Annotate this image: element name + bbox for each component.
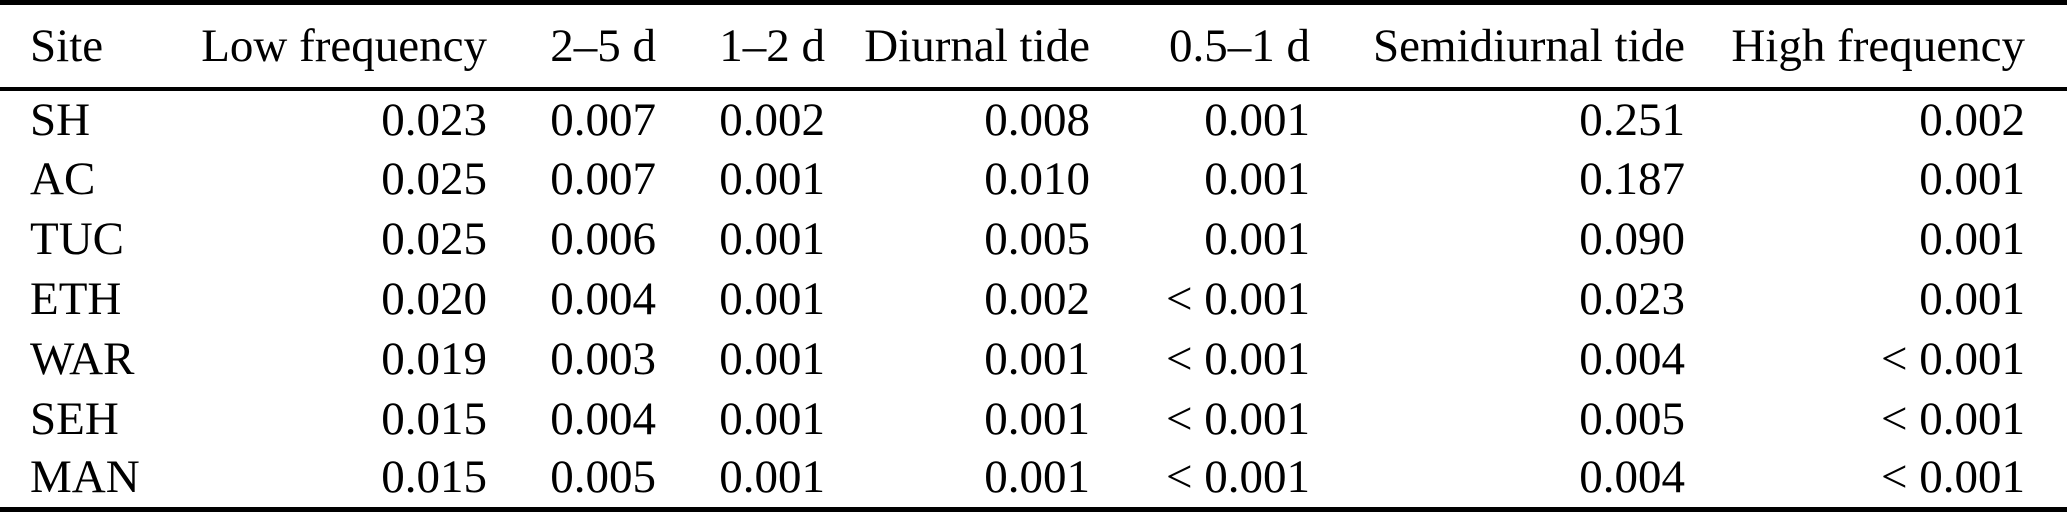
table-row-ac: AC 0.025 0.007 0.001 0.010 0.001 0.187 0… [0, 149, 2067, 209]
cell-semidiurnal-tide: 0.187 [1579, 152, 1685, 205]
cell-0-5-1d: < 0.001 [1165, 451, 1310, 504]
cell-low-frequency: 0.025 [381, 152, 487, 205]
header-row: Site Low frequency 2–5 d 1–2 d Diurnal t… [0, 2, 2067, 91]
cell-site: SH [30, 93, 91, 146]
column-header-high-frequency: High frequency [1685, 2, 2067, 91]
cell-1-2d: 0.001 [719, 212, 825, 265]
column-header-diurnal-tide: Diurnal tide [825, 2, 1090, 91]
cell-low-frequency: 0.023 [381, 93, 487, 146]
cell-diurnal-tide: 0.008 [984, 93, 1090, 146]
cell-high-frequency: < 0.001 [1880, 392, 2025, 445]
cell-low-frequency: 0.020 [381, 272, 487, 325]
cell-high-frequency: 0.001 [1919, 152, 2025, 205]
cell-1-2d: 0.001 [719, 152, 825, 205]
cell-1-2d: 0.001 [719, 392, 825, 445]
column-header-2-5d: 2–5 d [487, 2, 656, 91]
cell-0-5-1d: < 0.001 [1165, 392, 1310, 445]
cell-0-5-1d: < 0.001 [1165, 332, 1310, 385]
cell-0-5-1d: 0.001 [1204, 152, 1310, 205]
cell-low-frequency: 0.025 [381, 212, 487, 265]
cell-site: SEH [30, 392, 119, 445]
column-header-site: Site [0, 2, 170, 91]
cell-semidiurnal-tide: 0.004 [1579, 332, 1685, 385]
cell-high-frequency: 0.002 [1919, 93, 2025, 146]
table-row-man: MAN 0.015 0.005 0.001 0.001 < 0.001 0.00… [0, 449, 2067, 509]
column-header-1-2d: 1–2 d [656, 2, 825, 91]
cell-diurnal-tide: 0.010 [984, 152, 1090, 205]
cell-diurnal-tide: 0.002 [984, 272, 1090, 325]
column-header-low-frequency: Low frequency [170, 2, 487, 91]
cell-semidiurnal-tide: 0.023 [1579, 272, 1685, 325]
table-row-sh: SH 0.023 0.007 0.002 0.008 0.001 0.251 0… [0, 89, 2067, 149]
cell-site: TUC [30, 212, 124, 265]
cell-site: WAR [30, 332, 135, 385]
cell-2-5d: 0.003 [550, 332, 656, 385]
cell-site: MAN [30, 451, 140, 504]
cell-2-5d: 0.007 [550, 93, 656, 146]
cell-low-frequency: 0.015 [381, 392, 487, 445]
cell-0-5-1d: 0.001 [1204, 212, 1310, 265]
cell-1-2d: 0.002 [719, 93, 825, 146]
column-header-0-5-1d: 0.5–1 d [1090, 2, 1310, 91]
cell-1-2d: 0.001 [719, 451, 825, 504]
cell-semidiurnal-tide: 0.090 [1579, 212, 1685, 265]
cell-high-frequency: < 0.001 [1880, 332, 2025, 385]
cell-diurnal-tide: 0.001 [984, 392, 1090, 445]
cell-2-5d: 0.005 [550, 451, 656, 504]
table-row-war: WAR 0.019 0.003 0.001 0.001 < 0.001 0.00… [0, 329, 2067, 389]
cell-diurnal-tide: 0.005 [984, 212, 1090, 265]
cell-1-2d: 0.001 [719, 272, 825, 325]
table-row-tuc: TUC 0.025 0.006 0.001 0.005 0.001 0.090 … [0, 209, 2067, 269]
cell-site: AC [30, 152, 96, 205]
cell-site: ETH [30, 272, 122, 325]
cell-high-frequency: 0.001 [1919, 272, 2025, 325]
cell-diurnal-tide: 0.001 [984, 451, 1090, 504]
table-row-eth: ETH 0.020 0.004 0.001 0.002 < 0.001 0.02… [0, 269, 2067, 329]
cell-low-frequency: 0.015 [381, 451, 487, 504]
cell-high-frequency: < 0.001 [1880, 451, 2025, 504]
cell-semidiurnal-tide: 0.251 [1579, 93, 1685, 146]
cell-0-5-1d: < 0.001 [1165, 272, 1310, 325]
cell-semidiurnal-tide: 0.005 [1579, 392, 1685, 445]
cell-2-5d: 0.004 [550, 272, 656, 325]
cell-1-2d: 0.001 [719, 332, 825, 385]
cell-high-frequency: 0.001 [1919, 212, 2025, 265]
cell-diurnal-tide: 0.001 [984, 332, 1090, 385]
cell-semidiurnal-tide: 0.004 [1579, 451, 1685, 504]
column-header-semidiurnal-tide: Semidiurnal tide [1310, 2, 1685, 91]
cell-2-5d: 0.007 [550, 152, 656, 205]
cell-low-frequency: 0.019 [381, 332, 487, 385]
cell-2-5d: 0.004 [550, 392, 656, 445]
cell-2-5d: 0.006 [550, 212, 656, 265]
table-row-seh: SEH 0.015 0.004 0.001 0.001 < 0.001 0.00… [0, 389, 2067, 449]
cell-0-5-1d: 0.001 [1204, 93, 1310, 146]
